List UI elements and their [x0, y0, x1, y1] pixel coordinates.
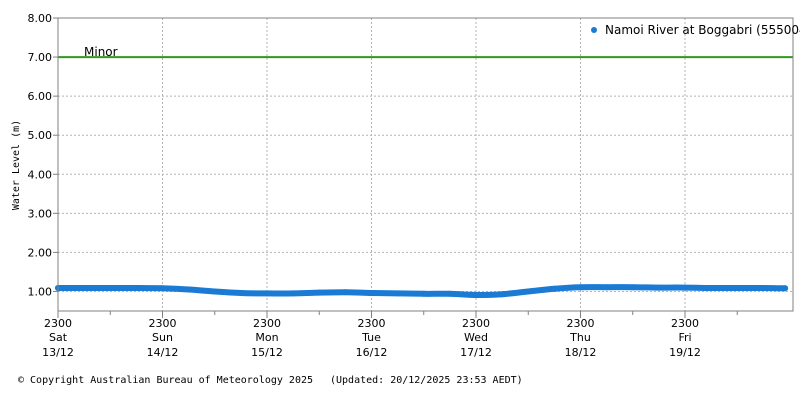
series-point: [264, 290, 270, 297]
x-tick-day: Sun: [152, 331, 173, 344]
plot-area-border: [57, 17, 794, 312]
x-tick-date: 15/12: [251, 346, 283, 359]
series-point: [473, 292, 479, 298]
x-tick-date: 18/12: [565, 346, 597, 359]
y-axis: 1.00 2.00 3.00 4.00 5.00 6.00 7.00 8.00: [28, 12, 58, 298]
x-tick-date: 19/12: [669, 346, 701, 359]
x-tick-time: 2300: [462, 317, 490, 330]
series-layer: [55, 284, 789, 298]
series-point: [290, 290, 297, 297]
x-tick-day: Tue: [361, 331, 381, 344]
x-tick-date: 14/12: [147, 346, 179, 359]
series-point: [211, 288, 218, 295]
threshold-lines: Minor: [58, 45, 793, 59]
series-point: [603, 284, 610, 291]
y-tick-label: 7.00: [28, 51, 53, 64]
series-point: [316, 289, 323, 296]
x-tick-date: 13/12: [42, 346, 74, 359]
y-tick-label: 1.00: [28, 285, 53, 298]
x-tick-time: 2300: [44, 317, 72, 330]
legend-marker: [591, 27, 597, 33]
x-tick-time: 2300: [358, 317, 386, 330]
series-point: [525, 288, 532, 295]
y-tick-label: 4.00: [28, 168, 53, 181]
x-tick-time: 2300: [149, 317, 177, 330]
y-tick-label: 3.00: [28, 207, 53, 220]
series-point: [133, 285, 140, 291]
threshold-label-minor: Minor: [84, 45, 118, 59]
series-point: [577, 284, 584, 291]
x-tick-time: 2300: [567, 317, 595, 330]
series-point: [107, 285, 114, 291]
series-point: [342, 289, 349, 296]
y-tick-label: 2.00: [28, 246, 53, 259]
series-point: [446, 290, 453, 297]
y-tick-label: 5.00: [28, 129, 53, 142]
series-point: [760, 285, 767, 291]
x-tick-time: 2300: [671, 317, 699, 330]
series-point: [185, 286, 192, 293]
series-point: [734, 285, 741, 291]
series-point: [551, 285, 558, 292]
copyright-text: © Copyright Australian Bureau of Meteoro…: [18, 375, 313, 386]
legend-label: Namoi River at Boggabri (555004): [605, 23, 800, 37]
series-point: [237, 290, 244, 296]
x-tick-day: Wed: [464, 331, 488, 344]
series-point: [368, 290, 375, 296]
series-point: [394, 290, 401, 297]
x-tick-day: Sat: [49, 331, 68, 344]
x-tick-date: 17/12: [460, 346, 492, 359]
series-point: [499, 291, 506, 298]
x-tick-day: Mon: [255, 331, 278, 344]
series-point: [81, 285, 88, 291]
legend: Namoi River at Boggabri (555004): [591, 23, 800, 37]
series-point: [159, 285, 166, 292]
y-axis-title: Water Level (m): [11, 120, 22, 210]
x-tick-day: Fri: [678, 331, 691, 344]
x-tick-day: Thu: [569, 331, 591, 344]
x-axis: 2300Sat13/122300Sun14/122300Mon15/122300…: [42, 311, 738, 359]
x-tick-date: 16/12: [356, 346, 388, 359]
series-point: [782, 285, 789, 292]
grid-lines: [58, 17, 793, 311]
series-point: [655, 284, 662, 291]
y-tick-label: 8.00: [28, 12, 53, 25]
series-point: [420, 290, 427, 297]
updated-timestamp: (Updated: 20/12/2025 23:53 AEDT): [330, 375, 523, 386]
series-point: [629, 284, 636, 291]
x-tick-time: 2300: [253, 317, 281, 330]
series-point: [682, 284, 688, 291]
series-point: [708, 285, 715, 291]
y-tick-label: 6.00: [28, 90, 53, 103]
